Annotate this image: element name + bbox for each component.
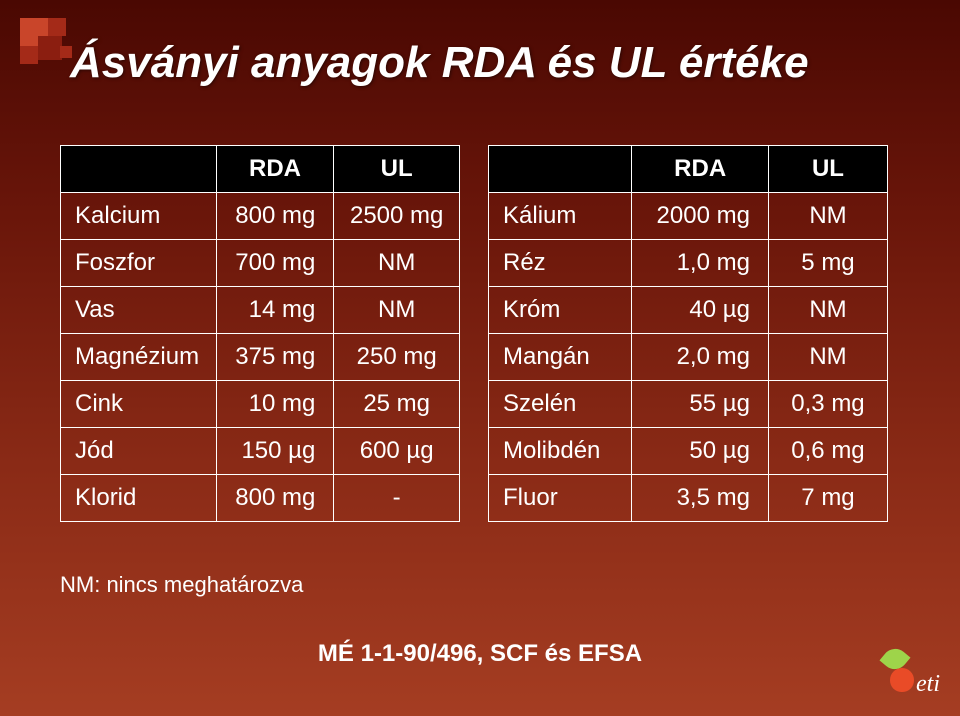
cell-rda: 700 mg (216, 240, 334, 287)
cell-name: Szelén (489, 381, 632, 428)
legend-text: NM: nincs meghatározva (60, 572, 303, 598)
cell-ul: 5 mg (768, 240, 887, 287)
table-row: Szelén 55 µg 0,3 mg (489, 381, 888, 428)
header-ul: UL (768, 146, 887, 193)
cell-rda: 3,5 mg (632, 475, 769, 522)
cell-rda: 50 µg (632, 428, 769, 475)
cell-ul: NM (334, 287, 460, 334)
cell-ul: NM (768, 287, 887, 334)
table-row: Klorid 800 mg - (61, 475, 460, 522)
cell-ul: NM (768, 193, 887, 240)
table-row: Molibdén 50 µg 0,6 mg (489, 428, 888, 475)
cell-rda: 2,0 mg (632, 334, 769, 381)
table-row: Mangán 2,0 mg NM (489, 334, 888, 381)
table-row: Kalcium 800 mg 2500 mg (61, 193, 460, 240)
cell-rda: 2000 mg (632, 193, 769, 240)
header-rda: RDA (216, 146, 334, 193)
cell-ul: 25 mg (334, 381, 460, 428)
cell-rda: 150 µg (216, 428, 334, 475)
cell-name: Jód (61, 428, 217, 475)
page-title: Ásványi anyagok RDA és UL értéke (70, 38, 890, 88)
cell-ul: 250 mg (334, 334, 460, 381)
cell-name: Magnézium (61, 334, 217, 381)
cell-name: Molibdén (489, 428, 632, 475)
cell-name: Mangán (489, 334, 632, 381)
cell-name: Kalcium (61, 193, 217, 240)
table-row: Fluor 3,5 mg 7 mg (489, 475, 888, 522)
header-empty (61, 146, 217, 193)
table-row: Magnézium 375 mg 250 mg (61, 334, 460, 381)
cell-ul: 0,6 mg (768, 428, 887, 475)
cell-ul: 7 mg (768, 475, 887, 522)
minerals-table-1: RDA UL Kalcium 800 mg 2500 mg Foszfor 70… (60, 145, 460, 522)
cell-ul: NM (768, 334, 887, 381)
cell-rda: 55 µg (632, 381, 769, 428)
cell-name: Foszfor (61, 240, 217, 287)
table-row: Vas 14 mg NM (61, 287, 460, 334)
cell-name: Cink (61, 381, 217, 428)
cell-name: Klorid (61, 475, 217, 522)
cell-name: Fluor (489, 475, 632, 522)
cell-name: Réz (489, 240, 632, 287)
cell-ul: 600 µg (334, 428, 460, 475)
cell-ul: 2500 mg (334, 193, 460, 240)
cell-rda: 14 mg (216, 287, 334, 334)
header-ul: UL (334, 146, 460, 193)
footer-source: MÉ 1-1-90/496, SCF és EFSA (0, 640, 960, 668)
header-rda: RDA (632, 146, 769, 193)
cell-rda: 375 mg (216, 334, 334, 381)
tables-container: RDA UL Kalcium 800 mg 2500 mg Foszfor 70… (60, 145, 910, 522)
slide: Ásványi anyagok RDA és UL értéke RDA UL … (0, 0, 960, 716)
table-header-row: RDA UL (61, 146, 460, 193)
logo-text: eti (916, 671, 940, 698)
cell-ul: - (334, 475, 460, 522)
cell-ul: 0,3 mg (768, 381, 887, 428)
header-empty (489, 146, 632, 193)
table-header-row: RDA UL (489, 146, 888, 193)
cell-rda: 10 mg (216, 381, 334, 428)
table-row: Cink 10 mg 25 mg (61, 381, 460, 428)
cell-name: Vas (61, 287, 217, 334)
minerals-table-2: RDA UL Kálium 2000 mg NM Réz 1,0 mg 5 mg… (488, 145, 888, 522)
cell-ul: NM (334, 240, 460, 287)
cell-name: Króm (489, 287, 632, 334)
cell-name: Kálium (489, 193, 632, 240)
cell-rda: 800 mg (216, 193, 334, 240)
table-row: Jód 150 µg 600 µg (61, 428, 460, 475)
table-row: Foszfor 700 mg NM (61, 240, 460, 287)
table-row: Kálium 2000 mg NM (489, 193, 888, 240)
cell-rda: 800 mg (216, 475, 334, 522)
cell-rda: 40 µg (632, 287, 769, 334)
table-row: Króm 40 µg NM (489, 287, 888, 334)
table-row: Réz 1,0 mg 5 mg (489, 240, 888, 287)
cell-rda: 1,0 mg (632, 240, 769, 287)
